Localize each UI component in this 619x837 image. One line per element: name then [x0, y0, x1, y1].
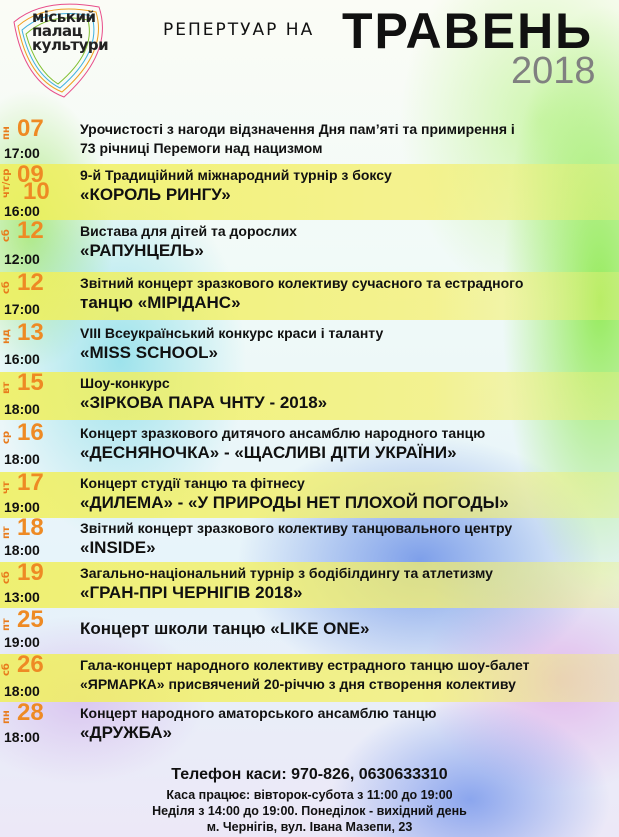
event-row: чт/ср 09 10 16:00 9-й Традиційний міжнародни… — [0, 161, 619, 220]
event-row: сб 12 17:00 Звітний концерт зразкового коле… — [0, 269, 619, 320]
logo-line: культури — [32, 36, 109, 54]
event-weekday: сб — [1, 663, 12, 676]
event-title: «ДРУЖБА» — [80, 723, 172, 742]
event-title: «ДЕСНЯНОЧКА» - «ЩАСЛИВІ ДІТИ УКРАЇНИ» — [80, 443, 457, 462]
event-title: танцю «МІРІДАНС» — [80, 293, 241, 312]
event-date: 28 — [17, 699, 44, 726]
event-weekday: пт — [1, 618, 12, 631]
event-description: Шоу-конкурс — [80, 375, 170, 391]
event-time: 19:00 — [4, 499, 40, 515]
event-title: «РАПУНЦЕЛЬ» — [80, 241, 204, 260]
event-date: 09 — [17, 161, 44, 188]
event-title: 73 річниці Перемоги над нацизмом — [80, 140, 323, 156]
event-time: 16:00 — [4, 203, 40, 219]
logo-line: міський — [32, 8, 96, 26]
event-row: пн 28 18:00 Концерт народного аматорського … — [0, 699, 619, 748]
event-title: «INSIDE» — [80, 538, 156, 557]
footer-hours-weekend: Неділя з 14:00 до 19:00. Понеділок - вих… — [152, 804, 467, 818]
event-description: VIII Всеукраїнський конкурс краси і тала… — [80, 325, 384, 341]
event-description: Концерт народного аматорського ансамблю … — [80, 705, 437, 721]
event-weekday: нд — [1, 329, 12, 344]
event-date: 15 — [17, 369, 44, 396]
header-month: ТРАВЕНЬ — [342, 3, 594, 59]
event-title: «ДИЛЕМА» - «У ПРИРОДЫ НЕТ ПЛОХОЙ ПОГОДЫ» — [80, 493, 509, 512]
footer-address: м. Чернігів, вул. Івана Мазепи, 23 — [206, 820, 413, 834]
event-weekday: чт — [1, 481, 12, 494]
event-description: Урочистості з нагоди відзначення Дня пам… — [80, 121, 515, 137]
event-row: нд 13 16:00 VIII Всеукраїнський конкурс кра… — [0, 319, 619, 370]
event-description: Звітний концерт зразкового колективу суч… — [80, 275, 524, 291]
event-time: 19:00 — [4, 634, 40, 650]
event-date: 25 — [17, 606, 44, 633]
event-time: 17:00 — [4, 301, 40, 317]
event-description: Звітний концерт зразкового колективу тан… — [80, 520, 513, 536]
event-date: 12 — [17, 269, 44, 296]
event-row: ср 16 18:00 Концерт зразкового дитячого анс… — [0, 419, 619, 470]
event-date: 18 — [17, 514, 44, 541]
event-date: 16 — [17, 419, 44, 446]
event-date: 17 — [17, 469, 44, 496]
event-title: Концерт школи танцю «LIKE ONE» — [80, 619, 370, 638]
event-weekday: чт/ср — [1, 168, 12, 198]
event-row: пн 07 17:00 Урочистості з нагоди відзначенн… — [0, 115, 619, 164]
event-title: «КОРОЛЬ РИНГУ» — [80, 185, 231, 204]
event-weekday: пн — [1, 710, 12, 724]
header-prefix: РЕПЕРТУАР НА — [163, 20, 315, 40]
event-time: 18:00 — [4, 729, 40, 745]
event-weekday: сб — [1, 571, 12, 584]
event-title: «MISS SCHOOL» — [80, 343, 218, 362]
event-weekday: сб — [1, 229, 12, 242]
event-description: 9-й Традиційний міжнародний турнір з бок… — [80, 167, 392, 183]
event-title: «ЗІРКОВА ПАРА ЧНТУ - 2018» — [80, 393, 328, 412]
event-date: 19 — [17, 559, 44, 586]
event-description: Концерт зразкового дитячого ансамблю нар… — [80, 425, 486, 441]
event-time: 18:00 — [4, 683, 40, 699]
event-row: сб 26 18:00 Гала-концерт народного колектив… — [0, 651, 619, 702]
event-title: «ГРАН-ПРІ ЧЕРНІГІВ 2018» — [80, 583, 303, 602]
event-row: чт 17 19:00 Концерт студії танцю та фітнесу… — [0, 469, 619, 518]
event-date: 26 — [17, 651, 44, 678]
event-row: вт 15 18:00 Шоу-конкурс «ЗІРКОВА ПАРА ЧНТУ -… — [0, 369, 619, 420]
event-date-second: 10 — [23, 178, 50, 205]
event-description: Загально-національний турнір з бодібілди… — [80, 565, 493, 581]
event-date: 12 — [17, 217, 44, 244]
event-row: сб 12 12:00 Вистава для дітей та дорослих «Р… — [0, 217, 619, 270]
event-time: 12:00 — [4, 251, 40, 267]
event-weekday: вт — [1, 381, 12, 394]
event-time: 18:00 — [4, 542, 40, 558]
event-date: 07 — [17, 115, 44, 142]
event-weekday: сб — [1, 281, 12, 294]
logo-line: палац — [32, 22, 83, 40]
event-row: пт 18 18:00 Звітний концерт зразкового коле… — [0, 514, 619, 561]
event-row: сб 19 13:00 Загально-національний турнір з … — [0, 559, 619, 608]
event-date: 13 — [17, 319, 44, 346]
event-weekday: ср — [1, 430, 12, 444]
event-title: «ЯРМАРКА» присвячений 20-річчю з дня ств… — [80, 676, 516, 692]
event-weekday: пн — [1, 126, 12, 140]
event-time: 13:00 — [4, 589, 40, 605]
event-row: пт 25 19:00 Концерт школи танцю «LIKE ONE» — [0, 606, 619, 653]
logo-text: міський палац культури — [32, 8, 109, 54]
event-description: Вистава для дітей та дорослих — [80, 223, 297, 239]
event-description: Гала-концерт народного колективу естрадн… — [80, 657, 530, 673]
event-weekday: пт — [1, 526, 12, 539]
footer-hours-weekdays: Каса працює: вівторок-субота з 11:00 до … — [166, 788, 453, 802]
event-time: 18:00 — [4, 401, 40, 417]
event-time: 18:00 — [4, 451, 40, 467]
header-year: 2018 — [511, 50, 596, 92]
logo-swirl-icon — [13, 3, 103, 98]
event-time: 16:00 — [4, 351, 40, 367]
footer-phone: Телефон каси: 970-826, 0630633310 — [171, 766, 448, 783]
event-time: 17:00 — [4, 145, 40, 161]
event-description: Концерт студії танцю та фітнесу — [80, 475, 305, 491]
